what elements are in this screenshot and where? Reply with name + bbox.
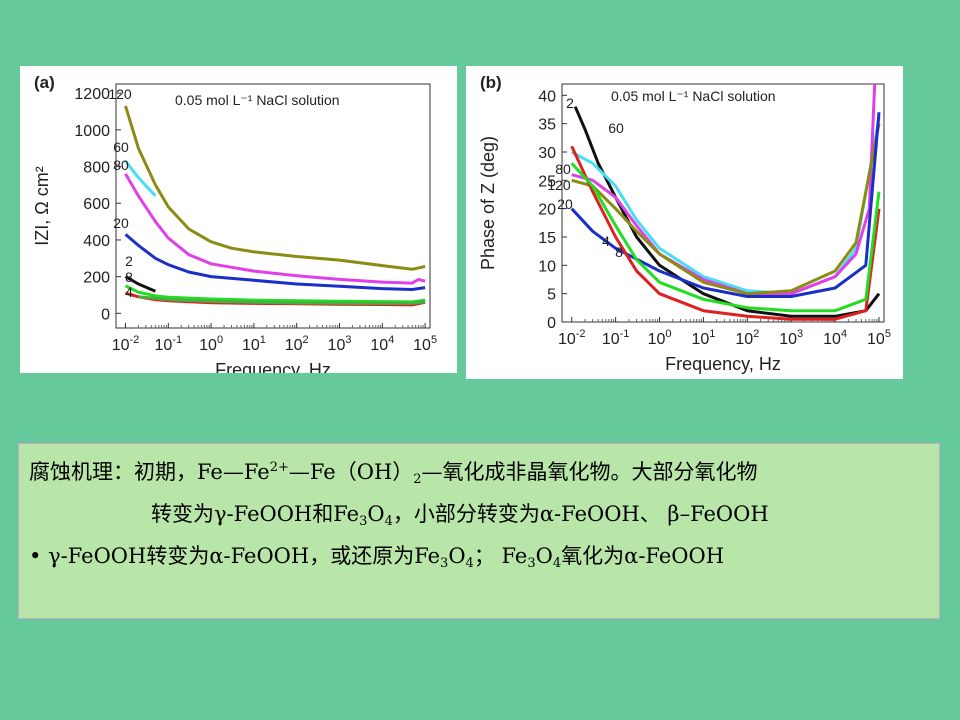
line1-text-2: —Fe（OH） (288, 460, 414, 484)
x-tick-label: 102 (735, 328, 759, 348)
series-label-120: 120 (108, 86, 132, 102)
series-label-8: 8 (125, 269, 133, 285)
plot-frame (115, 83, 431, 329)
y-tick-label: 1200 (74, 86, 110, 103)
series-line-80 (124, 173, 426, 285)
x-tick-label: 10-1 (155, 334, 183, 354)
line2-text-2: O (367, 502, 385, 526)
y-tick-label: 0 (101, 306, 110, 323)
series-line-4 (570, 145, 881, 321)
y-tick-label: 200 (83, 270, 110, 287)
line2-text: 转变为γ-FeOOH和Fe (151, 502, 360, 526)
x-tick-label: 100 (199, 334, 223, 354)
line1-superscript: 2+ (269, 460, 289, 475)
y-axis-label: Phase of Z (deg) (478, 136, 498, 270)
line1-text: 腐蚀机理：初期，Fe—Fe (29, 460, 270, 484)
line3-text: γ-FeOOH转变为α-FeOOH，或还原为Fe (48, 544, 441, 568)
y-tick-label: 5 (547, 287, 556, 304)
x-tick-label: 100 (648, 328, 672, 348)
series-label-80: 80 (555, 161, 571, 177)
series-label-60: 60 (608, 120, 624, 136)
x-tick-label: 101 (691, 328, 715, 348)
y-tick-label: 10 (538, 258, 556, 275)
panel-label: (a) (34, 73, 55, 92)
series-line-2 (124, 275, 156, 293)
plot-frame (561, 83, 885, 323)
x-tick-label: 104 (823, 328, 847, 348)
series-line-20 (124, 233, 426, 291)
x-axis-label: Frequency, Hz (215, 360, 331, 373)
series-label-120: 120 (547, 177, 571, 193)
chart-annotation: 0.05 mol L⁻¹ NaCl solution (175, 92, 340, 108)
line3-text-2: ； Fe (473, 544, 528, 568)
line3-subscript-4: 4 (552, 556, 562, 571)
x-axis-label: Frequency, Hz (665, 354, 781, 374)
x-tick-label: 103 (328, 334, 352, 354)
line3-subscript-3: 3 (527, 556, 536, 571)
line3-text-3: 氧化为α-FeOOH (561, 544, 725, 568)
y-tick-label: 600 (83, 196, 110, 213)
line2-subscript-2: 4 (384, 514, 393, 529)
line3-text-o2: O (535, 544, 553, 568)
series-label-80: 80 (113, 157, 129, 173)
x-tick-label: 104 (370, 334, 394, 354)
y-tick-label: 40 (538, 88, 556, 105)
line2-subscript-1: 3 (359, 514, 368, 529)
series-label-60: 60 (113, 139, 129, 155)
line3-subscript-2: 4 (465, 556, 474, 571)
series-line-unlabeled (138, 295, 426, 305)
series-line-120 (571, 123, 881, 296)
line3-text-o1: O (448, 544, 466, 568)
chart-annotation: 0.05 mol L⁻¹ NaCl solution (611, 88, 776, 104)
x-tick-label: 101 (242, 334, 266, 354)
series-label-20: 20 (557, 196, 573, 212)
series-line-8 (124, 284, 426, 304)
y-tick-label: 25 (538, 173, 556, 190)
chart-panel-impedance-magnitude: 0 200 400 600 800 1000 1200 10-2 10-1 100 101 102 10… (20, 66, 457, 373)
mechanism-text-box: 腐蚀机理：初期，Fe—Fe2+—Fe（OH）2—氧化成非晶氧化物。大部分氧化物 … (18, 443, 940, 619)
y-tick-label: 35 (538, 117, 556, 134)
x-tick-label: 10-2 (558, 328, 586, 348)
x-tick-label: 102 (285, 334, 309, 354)
line3-subscript-1: 3 (440, 556, 449, 571)
y-axis-label: IZI, Ω cm² (32, 166, 52, 245)
mechanism-line-3: • γ-FeOOH转变为α-FeOOH，或还原为Fe3O4； Fe3O4氧化为α… (29, 540, 724, 571)
line1-subscript: 2 (413, 472, 422, 487)
x-tick-label: 10-1 (602, 328, 630, 348)
mechanism-line-1: 腐蚀机理：初期，Fe—Fe2+—Fe（OH）2—氧化成非晶氧化物。大部分氧化物 (29, 456, 758, 487)
series-line-60 (124, 160, 157, 197)
line1-text-3: —氧化成非晶氧化物。大部分氧化物 (421, 460, 758, 484)
y-tick-label: 0 (547, 315, 556, 332)
series-line-120 (124, 105, 426, 271)
series-line-20 (570, 112, 881, 298)
series-label-4: 4 (602, 233, 610, 249)
y-tick-label: 20 (538, 202, 556, 219)
panel-label: (b) (480, 73, 502, 92)
y-tick-label: 400 (83, 233, 110, 250)
impedance-magnitude-chart: 0 200 400 600 800 1000 1200 10-2 10-1 100 101 102 10… (32, 73, 437, 373)
series-label-4: 4 (125, 284, 133, 300)
series-label-2: 2 (125, 253, 133, 269)
mechanism-line-2: 转变为γ-FeOOH和Fe3O4，小部分转变为α-FeOOH、 β–FeOOH (151, 498, 769, 529)
x-tick-label: 105 (867, 328, 891, 348)
series-label-8: 8 (615, 244, 623, 260)
x-tick-label: 105 (413, 334, 437, 354)
line2-text-3: ，小部分转变为α-FeOOH、 β–FeOOH (392, 502, 769, 526)
y-tick-label: 1000 (74, 123, 110, 140)
y-tick-label: 800 (83, 160, 110, 177)
series-line-60 (570, 117, 881, 296)
y-tick-label: 15 (538, 230, 556, 247)
series-line-8 (570, 162, 881, 313)
x-tick-label: 10-2 (112, 334, 140, 354)
chart-panel-phase: 0 5 10 15 20 25 30 35 40 10-2 10-1 100 101 102 103 104 1… (466, 66, 903, 379)
bullet-point: • (29, 544, 42, 568)
series-label-2: 2 (566, 95, 574, 111)
x-tick-label: 103 (779, 328, 803, 348)
y-tick-label: 30 (538, 145, 556, 162)
series-label-20: 20 (113, 215, 129, 231)
